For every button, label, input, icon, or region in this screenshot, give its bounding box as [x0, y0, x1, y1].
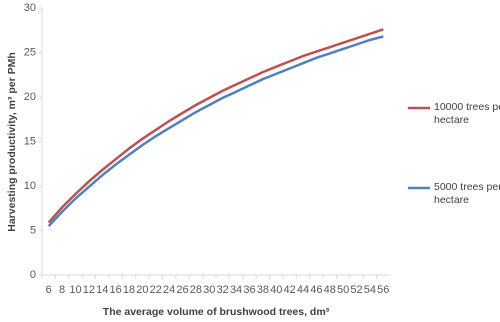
x-tick-label: 16: [109, 284, 121, 296]
x-tick-label: 26: [176, 284, 188, 296]
x-tick-label: 18: [123, 284, 135, 296]
legend-label: 5000 trees per hectare: [434, 181, 500, 206]
x-tick-label: 24: [163, 284, 175, 296]
y-tick-label: 20: [24, 91, 36, 103]
y-tick-label: 25: [24, 46, 36, 58]
x-tick-label: 52: [350, 284, 362, 296]
y-axis-title: Harvesting productivity, m³ per PMh: [6, 52, 18, 232]
x-tick-label: 56: [377, 284, 389, 296]
x-tick-label: 42: [283, 284, 295, 296]
x-tick-label: 14: [96, 284, 108, 296]
x-tick-label: 38: [257, 284, 269, 296]
x-tick-label: 50: [337, 284, 349, 296]
x-tick-label: 36: [243, 284, 255, 296]
x-tick-label: 32: [217, 284, 229, 296]
legend-label: 10000 trees per hectare: [434, 101, 500, 126]
line-series: [47, 28, 384, 224]
x-axis-title: The average volume of brushwood trees, d…: [103, 306, 330, 318]
line-series: [47, 35, 384, 227]
x-tick-label: 30: [203, 284, 215, 296]
x-tick-label: 54: [364, 284, 376, 296]
x-tick-label: 12: [83, 284, 95, 296]
x-tick-label: 46: [310, 284, 322, 296]
y-tick-label: 5: [30, 224, 36, 236]
x-tick-label: 28: [190, 284, 202, 296]
y-tick-label: 30: [24, 2, 36, 14]
y-tick-label: 0: [30, 269, 36, 281]
x-tick-label: 44: [297, 284, 309, 296]
x-tick-label: 20: [136, 284, 148, 296]
x-tick-label: 48: [324, 284, 336, 296]
x-tick-label: 34: [230, 284, 242, 296]
x-tick-label: 22: [150, 284, 162, 296]
x-tick-label: 40: [270, 284, 282, 296]
y-tick-label: 10: [24, 180, 36, 192]
x-tick-label: 6: [46, 284, 52, 296]
x-tick-label: 8: [59, 284, 65, 296]
x-tick-label: 10: [69, 284, 81, 296]
y-tick-label: 15: [24, 135, 36, 147]
